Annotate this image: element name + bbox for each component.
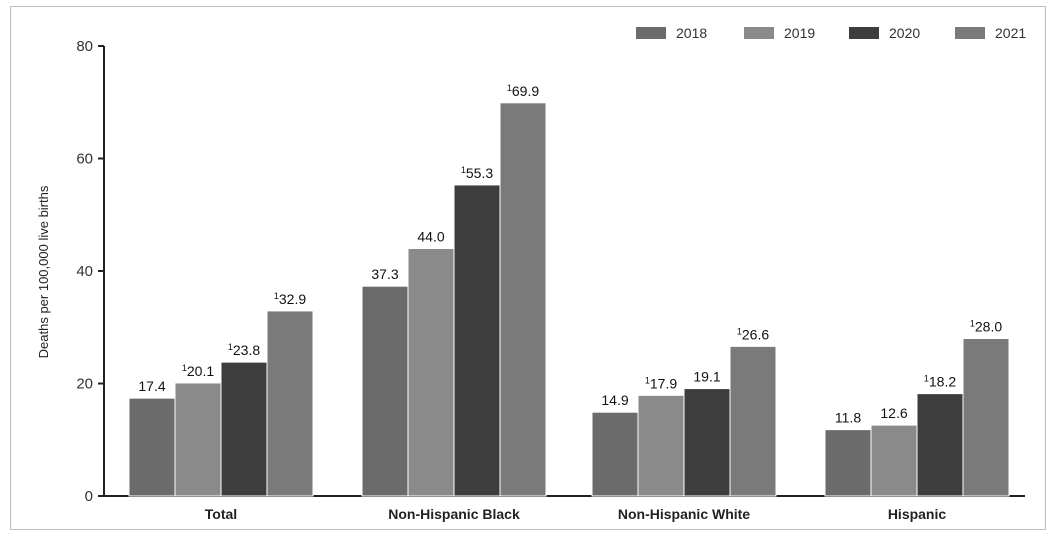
bar-2018-2 <box>591 411 639 497</box>
bar-2021-1 <box>499 102 547 497</box>
value-text: 17.9 <box>650 375 677 391</box>
bar-2019-3 <box>870 424 918 497</box>
legend-swatch-2018 <box>636 27 666 39</box>
value-label: 128.0 <box>970 319 1002 335</box>
y-tick-label: 80 <box>76 38 93 55</box>
chart-frame <box>10 6 1046 530</box>
value-labels: 17.4120.1123.8132.937.344.0155.3169.914.… <box>138 83 1002 426</box>
legend: 2018 2019 2020 2021 <box>636 25 1026 41</box>
legend-label: 2019 <box>784 25 815 41</box>
footnote-marker: 1 <box>645 375 650 385</box>
footnote-marker: 1 <box>924 374 929 384</box>
bar-2020-3 <box>916 393 964 497</box>
legend-swatch-2021 <box>955 27 985 39</box>
bar-2018-0 <box>128 397 176 497</box>
y-tick-label: 20 <box>76 376 93 393</box>
bar-2019-1 <box>407 248 455 497</box>
footnote-marker: 1 <box>737 326 742 336</box>
bar-2019-2 <box>637 394 685 497</box>
value-text: 32.9 <box>279 291 306 307</box>
footnote-marker: 1 <box>507 83 512 93</box>
legend-swatch-2019 <box>744 27 774 39</box>
legend-swatch-2020 <box>849 27 879 39</box>
value-text: 18.2 <box>929 374 956 390</box>
footnote-marker: 1 <box>228 342 233 352</box>
footnote-marker: 1 <box>274 291 279 301</box>
value-text: 23.8 <box>233 342 260 358</box>
category-label: Total <box>205 506 237 522</box>
value-label: 123.8 <box>228 342 260 358</box>
bar-2021-2 <box>729 345 777 497</box>
value-label: 120.1 <box>182 363 214 379</box>
bar-2018-1 <box>361 285 409 497</box>
value-label: 117.9 <box>645 375 677 391</box>
value-label: 155.3 <box>461 165 493 181</box>
bar-2018-3 <box>824 429 872 497</box>
value-text: 69.9 <box>512 83 539 99</box>
value-text: 55.3 <box>466 165 493 181</box>
y-tick-label: 0 <box>85 488 93 505</box>
value-label: 44.0 <box>417 229 444 245</box>
y-tick-label: 60 <box>76 151 93 168</box>
category-labels: Total Non-Hispanic Black Non-Hispanic Whit… <box>205 506 947 522</box>
value-label: 132.9 <box>274 291 306 307</box>
value-text: 28.0 <box>975 319 1002 335</box>
value-label: 169.9 <box>507 83 539 99</box>
y-tick-labels: 0 20 40 60 80 <box>76 38 104 505</box>
value-label: 14.9 <box>601 392 628 408</box>
bar-2021-0 <box>266 310 314 497</box>
value-label: 126.6 <box>737 326 769 342</box>
legend-label: 2018 <box>676 25 707 41</box>
footnote-marker: 1 <box>970 319 975 329</box>
category-label: Non-Hispanic White <box>618 506 750 522</box>
footnote-marker: 1 <box>182 363 187 373</box>
value-label: 17.4 <box>138 378 165 394</box>
bar-2020-1 <box>453 184 501 497</box>
value-label: 118.2 <box>924 374 956 390</box>
bars-group <box>128 102 1010 497</box>
bar-2020-2 <box>683 388 731 497</box>
value-label: 37.3 <box>371 266 398 282</box>
value-label: 19.1 <box>693 369 720 385</box>
category-label: Hispanic <box>888 506 947 522</box>
value-label: 12.6 <box>880 405 907 421</box>
y-axis-title: Deaths per 100,000 live births <box>36 185 51 358</box>
footnote-marker: 1 <box>461 165 466 175</box>
value-text: 26.6 <box>742 326 769 342</box>
bar-2019-0 <box>174 382 222 497</box>
category-label: Non-Hispanic Black <box>388 506 520 522</box>
y-tick-label: 40 <box>76 263 93 280</box>
value-text: 20.1 <box>187 363 214 379</box>
legend-label: 2021 <box>995 25 1026 41</box>
legend-label: 2020 <box>889 25 920 41</box>
bar-2020-0 <box>220 361 268 497</box>
value-label: 11.8 <box>835 410 861 426</box>
bar-2021-3 <box>962 338 1010 497</box>
